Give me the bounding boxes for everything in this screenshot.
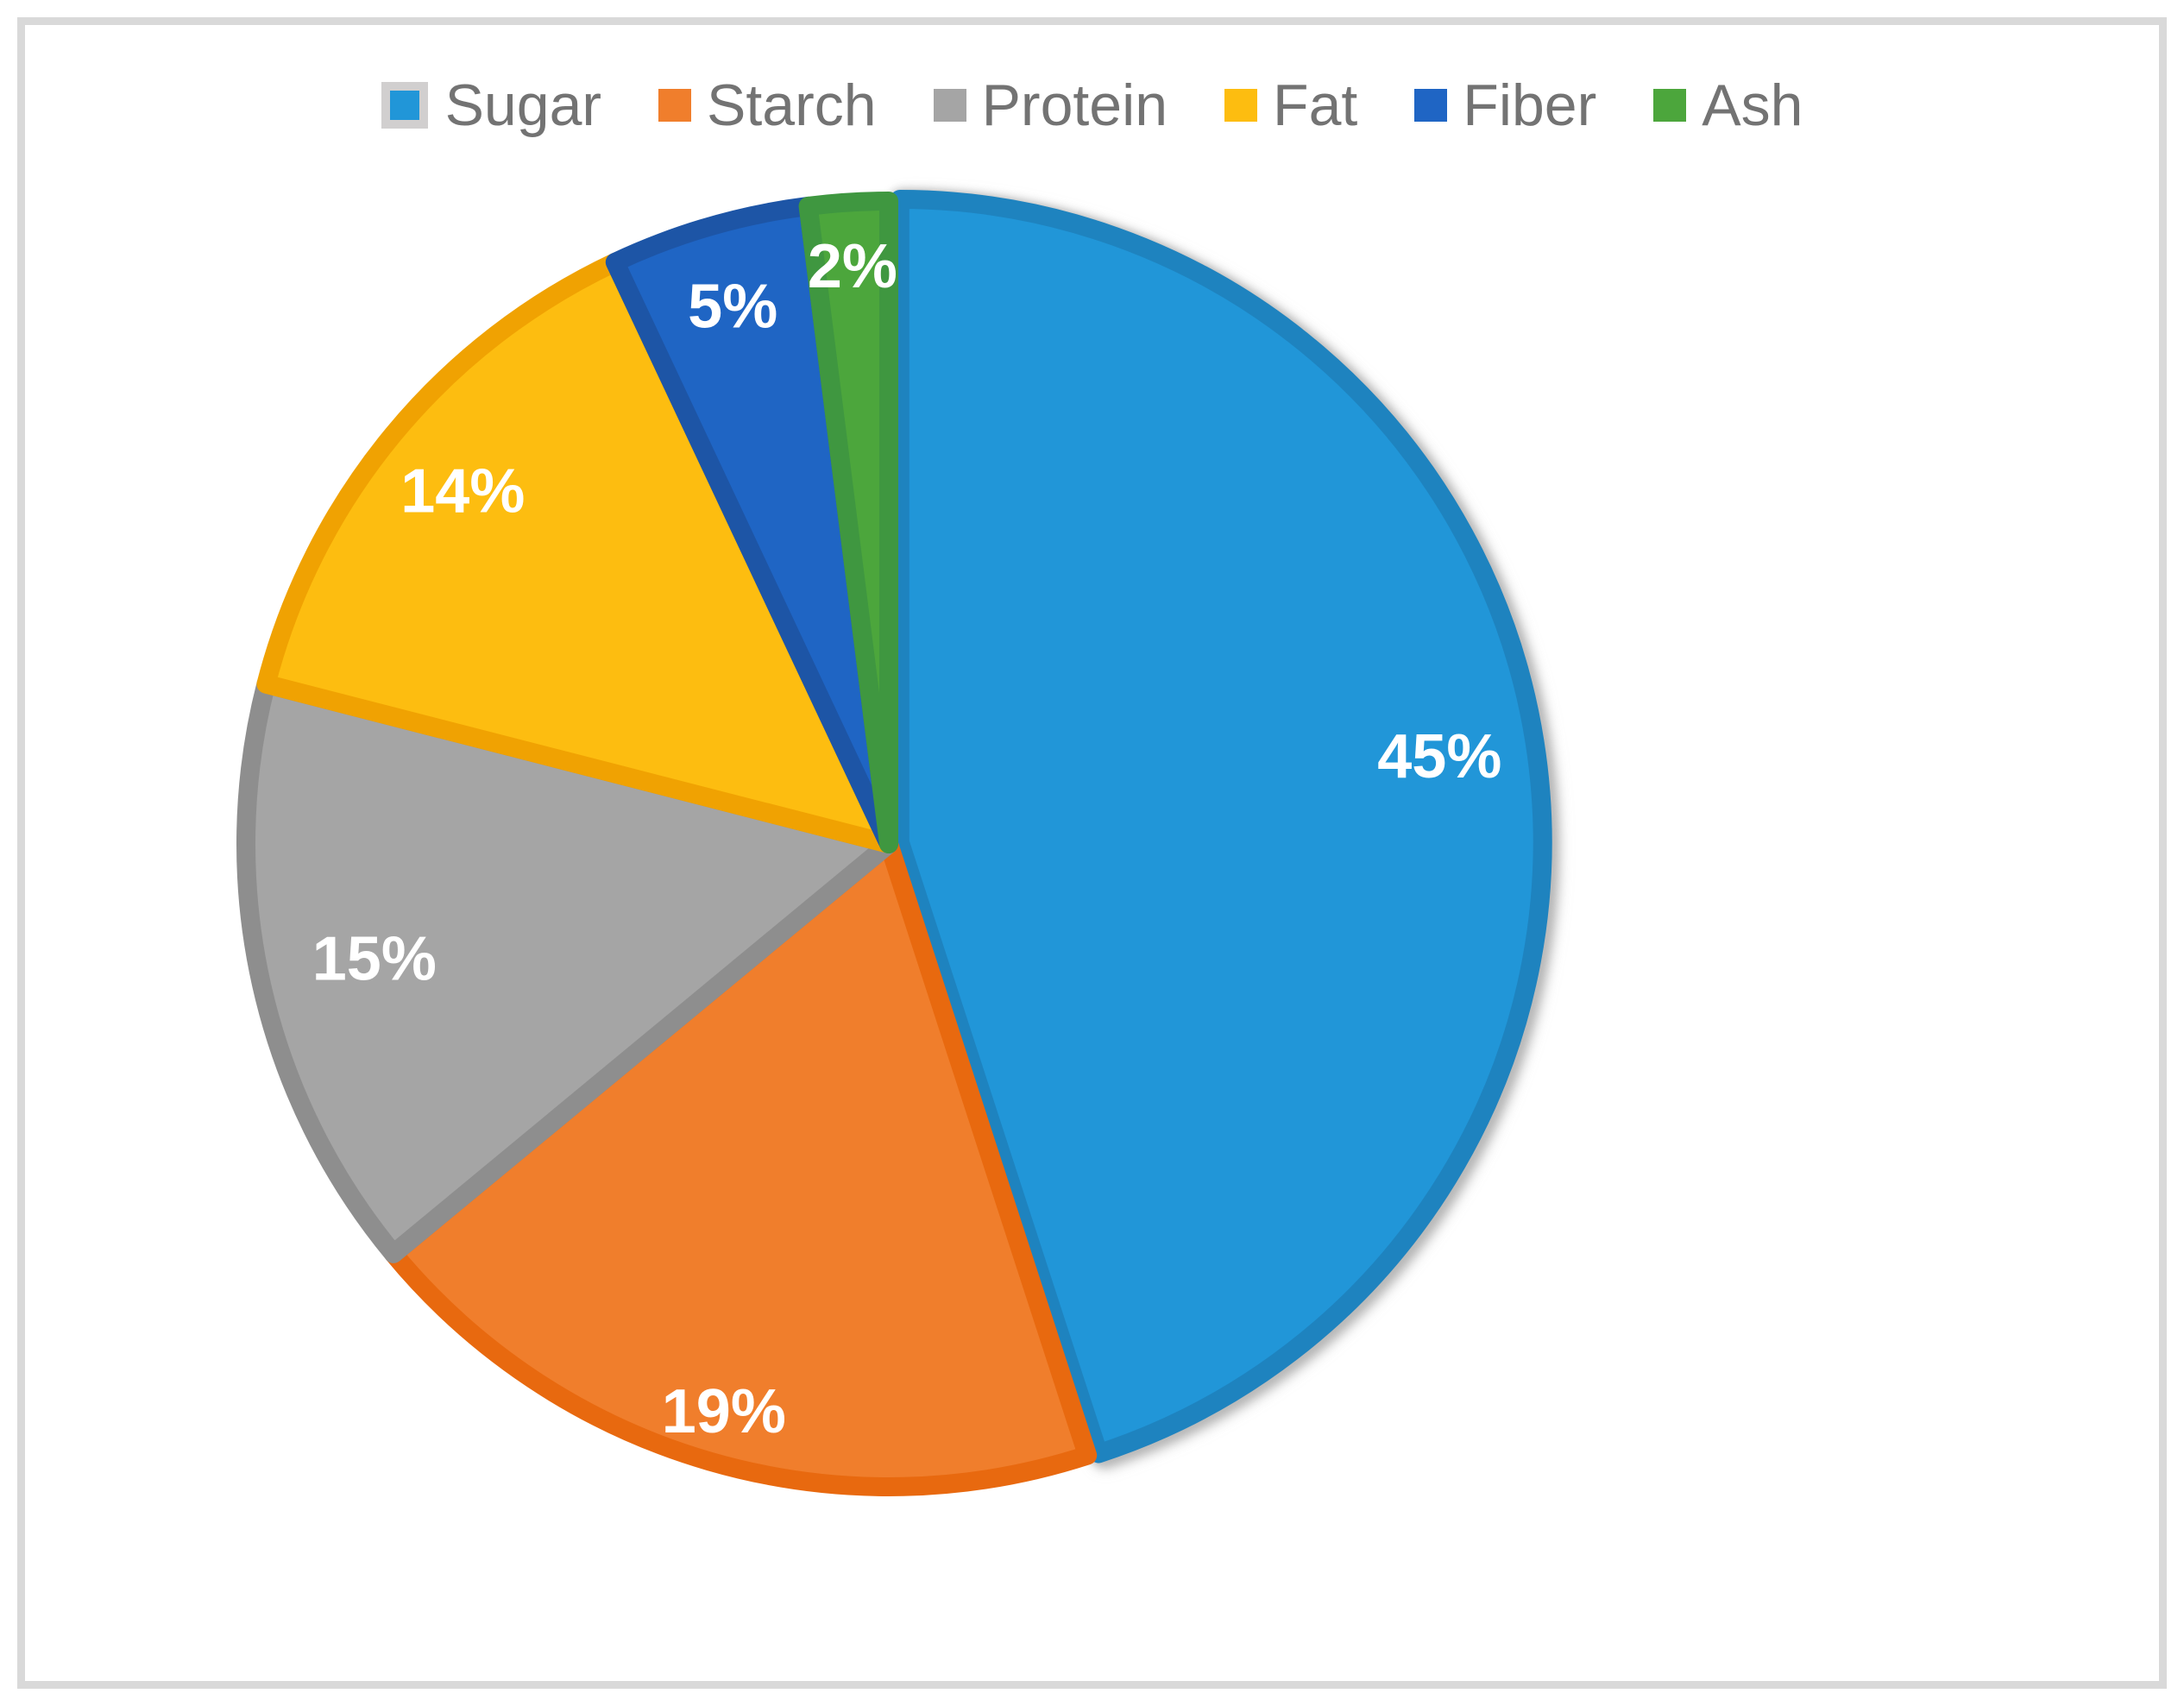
legend-item-fat[interactable]: Fat <box>1224 76 1357 135</box>
legend-swatch-sugar <box>381 82 428 129</box>
legend: Sugar Starch Protein Fat Fiber Ash <box>0 76 2184 135</box>
legend-item-starch[interactable]: Starch <box>658 76 877 135</box>
legend-swatch-starch <box>658 89 692 122</box>
legend-item-fiber[interactable]: Fiber <box>1414 76 1596 135</box>
legend-swatch-protein <box>933 89 966 122</box>
legend-label: Sugar <box>444 72 602 138</box>
legend-label: Fat <box>1273 72 1358 138</box>
legend-swatch-fiber <box>1414 89 1448 122</box>
legend-item-protein[interactable]: Protein <box>933 72 1168 138</box>
legend-swatch-ash <box>1653 89 1687 122</box>
legend-swatch-fat <box>1224 89 1258 122</box>
legend-label: Ash <box>1702 72 1803 138</box>
legend-label: Starch <box>707 72 877 138</box>
legend-item-sugar[interactable]: Sugar <box>381 76 601 135</box>
pie-slice-sugar[interactable] <box>890 190 1552 1464</box>
pie-slice-protein[interactable] <box>236 674 898 1263</box>
legend-label: Fiber <box>1463 72 1597 138</box>
legend-label: Protein <box>981 72 1168 138</box>
pie-slice-starch[interactable] <box>384 834 1098 1496</box>
pie-slice-fat[interactable] <box>256 252 898 853</box>
pie-slice-ash[interactable] <box>798 192 898 853</box>
legend-item-ash[interactable]: Ash <box>1653 76 1803 135</box>
